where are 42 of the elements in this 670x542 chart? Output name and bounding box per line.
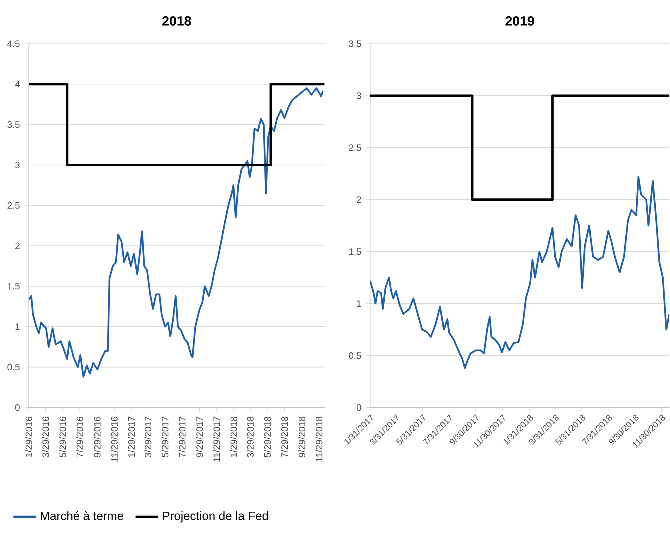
y-tick-label: 2 xyxy=(16,242,20,250)
x-tick-label: 9/29/2018 xyxy=(298,417,306,458)
x-tick-label: 7/29/2018 xyxy=(281,417,288,458)
y-tick-label: 2 xyxy=(357,196,362,204)
chart-title: 2019 xyxy=(506,16,534,26)
x-tick-label: 1/29/2016 xyxy=(26,417,32,458)
x-tick-label: 5/29/2018 xyxy=(264,417,272,458)
y-tick-label: 2.5 xyxy=(8,202,20,210)
x-tick-label: 7/29/2017 xyxy=(178,417,186,458)
x-tick-label: 7/29/2016 xyxy=(76,417,84,458)
x-tick-label: 3/29/2016 xyxy=(42,417,50,458)
y-tick-label: 0 xyxy=(356,404,362,412)
y-tick-label: 4.5 xyxy=(8,40,20,48)
y-tick-label: 0 xyxy=(15,404,20,412)
x-tick-label: 11/29/2016 xyxy=(111,417,118,462)
y-tick-label: 1 xyxy=(16,324,20,330)
chart-title: 2018 xyxy=(162,16,192,26)
x-tick-label: 3/29/2018 xyxy=(247,417,254,458)
y-tick-label: 0.5 xyxy=(349,352,362,360)
y-tick-label: 3 xyxy=(356,92,362,100)
y-tick-label: 1 xyxy=(357,300,362,308)
y-tick-label: 4 xyxy=(15,81,20,88)
x-tick-label: 1/29/2017 xyxy=(128,417,136,458)
line-series xyxy=(370,176,670,370)
x-tick-label: 9/29/2016 xyxy=(94,417,101,458)
y-tick-label: 3 xyxy=(15,162,20,169)
x-tick-label: 11/29/2017 xyxy=(213,417,220,462)
x-tick-label: 5/29/2016 xyxy=(60,417,66,458)
y-tick-label: 3.5 xyxy=(349,40,362,48)
legend-label: Marché à terme xyxy=(41,512,124,521)
x-tick-label: 5/29/2017 xyxy=(162,417,169,458)
legend-label: Projection de la Fed xyxy=(163,512,268,523)
y-tick-label: 2.5 xyxy=(349,144,362,152)
x-tick-label: 3/29/2017 xyxy=(144,417,152,458)
y-tick-label: 1.5 xyxy=(349,248,362,256)
y-tick-label: 0.5 xyxy=(8,364,20,371)
x-tick-label: 9/29/2017 xyxy=(196,417,204,458)
line-series xyxy=(28,88,324,378)
y-tick-label: 1.5 xyxy=(8,283,20,290)
x-tick-label: 11/29/2018 xyxy=(316,417,323,462)
x-tick-label: 1/29/2018 xyxy=(230,417,238,458)
y-tick-label: 3.5 xyxy=(8,122,20,128)
